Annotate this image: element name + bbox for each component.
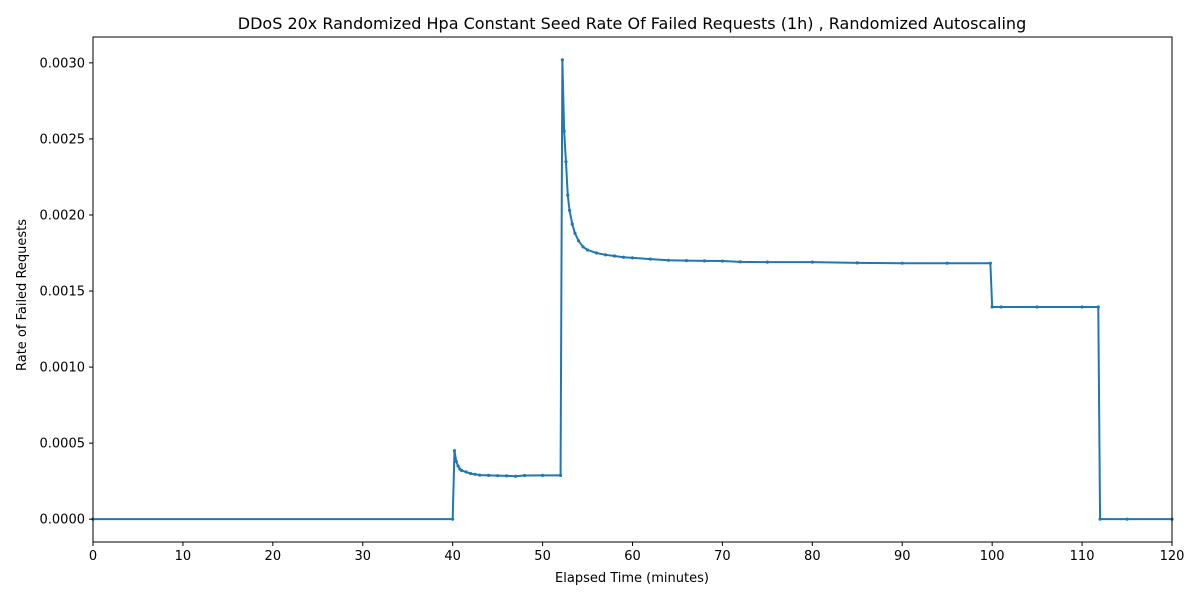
y-tick-label: 0.0020 — [40, 208, 86, 223]
data-point — [765, 260, 769, 264]
data-point — [594, 251, 599, 255]
data-point — [988, 261, 992, 265]
y-tick-label: 0.0000 — [40, 513, 86, 528]
data-point — [1080, 305, 1084, 309]
data-point — [810, 260, 814, 264]
x-tick-label: 20 — [265, 549, 282, 564]
y-axis: 0.0000 0.0005 0.0010 0.0015 0.0020 0.0025 0.00… — [40, 56, 93, 528]
data-point — [1098, 517, 1102, 521]
data-point — [648, 257, 653, 261]
x-tick-label: 70 — [714, 549, 731, 564]
data-point — [1035, 305, 1039, 309]
x-tick-label: 50 — [534, 549, 551, 564]
x-tick-label: 40 — [444, 549, 461, 564]
x-tick-label: 100 — [980, 549, 1005, 564]
y-axis-label: Rate of Failed Requests — [15, 219, 30, 371]
data-point — [478, 473, 482, 477]
data-point — [567, 208, 572, 213]
data-point — [454, 459, 458, 463]
data-point — [738, 260, 743, 264]
x-axis: 0 10 20 30 40 50 60 70 80 90 100 110 120 — [89, 542, 1185, 564]
data-point — [1125, 517, 1129, 521]
chart-title: DDoS 20x Randomized Hpa Constant Seed Ra… — [238, 14, 1026, 33]
data-point — [581, 245, 585, 249]
data-point — [523, 473, 527, 478]
y-tick-label: 0.0025 — [40, 132, 86, 147]
x-tick-label: 110 — [1070, 549, 1095, 564]
data-point — [460, 468, 464, 473]
series-line — [93, 58, 1172, 521]
data-point — [562, 129, 566, 133]
data-point — [540, 473, 545, 477]
data-point — [451, 517, 455, 521]
data-point — [666, 258, 671, 262]
data-point — [514, 474, 518, 478]
x-axis-label: Elapsed Time (minutes) — [555, 571, 709, 586]
data-point — [505, 474, 509, 478]
data-point — [702, 259, 707, 263]
data-point — [945, 261, 949, 265]
data-point — [855, 261, 859, 265]
data-point — [630, 256, 635, 260]
data-point — [469, 471, 473, 476]
data-point — [566, 193, 570, 197]
x-tick-label: 80 — [804, 549, 821, 564]
x-tick-label: 60 — [624, 549, 641, 564]
y-tick-label: 0.0030 — [40, 56, 86, 71]
data-point — [473, 472, 477, 476]
data-point — [720, 259, 725, 263]
data-point — [603, 253, 608, 257]
data-point — [558, 473, 563, 477]
x-tick-label: 30 — [354, 549, 371, 564]
y-tick-label: 0.0015 — [40, 285, 86, 300]
plot-frame — [92, 36, 1173, 543]
x-tick-label: 90 — [894, 549, 911, 564]
data-point — [560, 58, 564, 62]
data-point — [487, 473, 491, 477]
data-point — [621, 255, 626, 259]
data-point — [573, 231, 577, 235]
data-point — [999, 305, 1003, 309]
data-point — [990, 305, 994, 309]
x-tick-label: 0 — [89, 549, 97, 564]
y-tick-label: 0.0010 — [40, 361, 86, 376]
data-point — [585, 248, 590, 252]
data-point — [570, 222, 574, 226]
data-point — [1096, 305, 1100, 309]
data-point — [576, 239, 581, 243]
data-point — [452, 449, 457, 453]
x-tick-label: 10 — [175, 549, 192, 564]
x-tick-label: 120 — [1160, 549, 1185, 564]
data-point — [564, 160, 568, 164]
data-point — [464, 470, 468, 474]
data-point — [684, 258, 689, 263]
data-point — [456, 464, 460, 468]
y-tick-label: 0.0005 — [40, 437, 86, 452]
plot-area — [91, 58, 1174, 521]
data-point — [612, 254, 617, 258]
data-point — [900, 261, 904, 265]
data-point — [496, 474, 500, 478]
